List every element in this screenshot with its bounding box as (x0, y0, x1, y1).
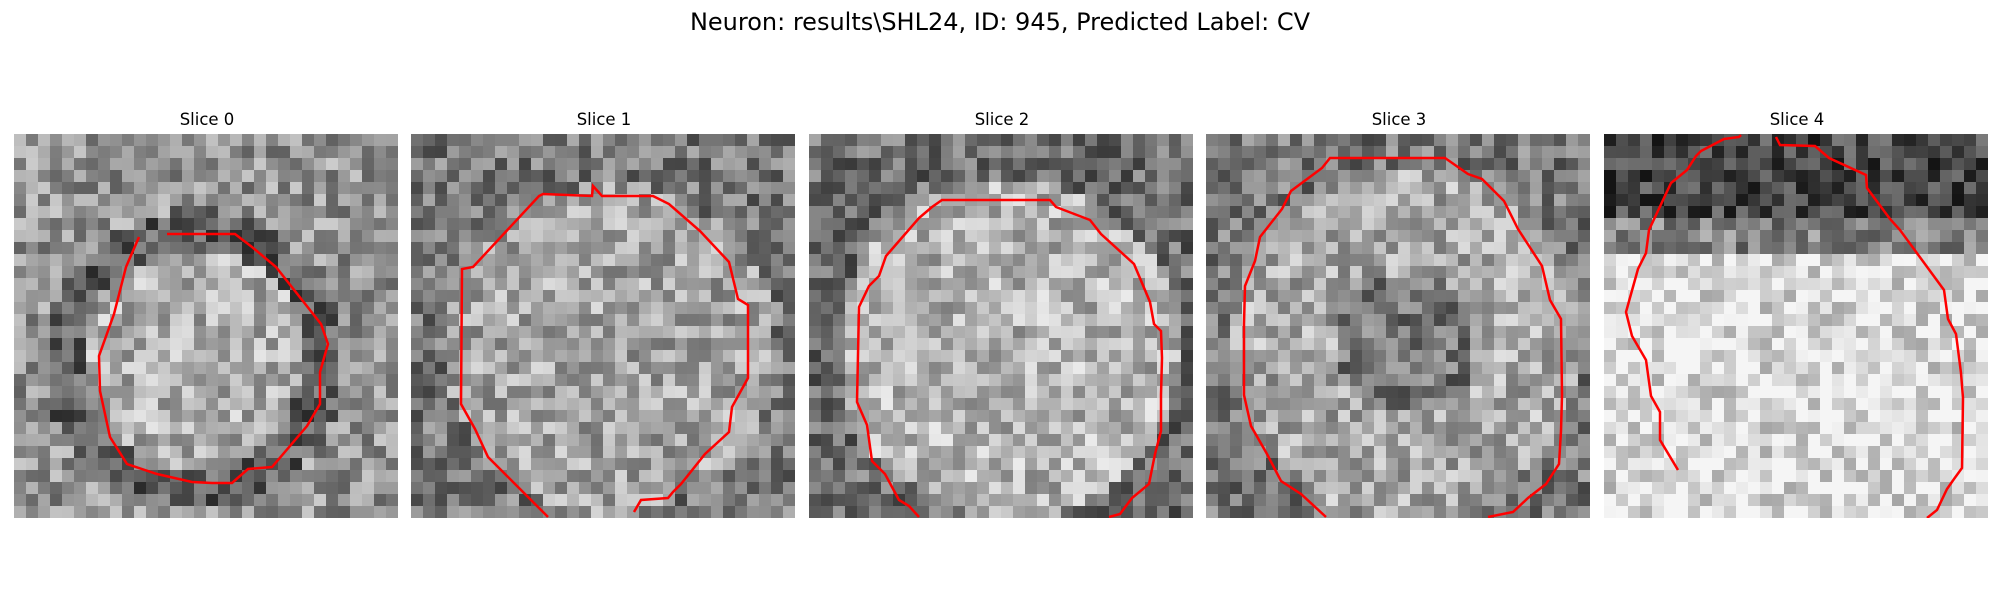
pixel-tiles (1206, 134, 1590, 518)
slice-image (809, 134, 1193, 518)
pixel-tiles (411, 134, 795, 518)
red-contour (459, 183, 750, 518)
red-contour (855, 198, 1164, 518)
pixel-tiles (809, 134, 1193, 518)
slice-title: Slice 2 (974, 110, 1030, 129)
red-contour (1624, 134, 1742, 471)
slice-panel-1: Slice 1 (411, 108, 797, 518)
red-contour (97, 232, 330, 485)
slice-title: Slice 3 (1371, 110, 1427, 129)
slice-panel-0: Slice 0 (14, 108, 400, 518)
pixel-tiles (14, 134, 398, 518)
figure-title: Neuron: results\SHL24, ID: 945, Predicte… (689, 8, 1311, 36)
slice-image (1604, 134, 1988, 518)
red-contour (1242, 156, 1564, 518)
slice-image (1206, 134, 1590, 518)
slice-image (14, 134, 398, 518)
slice-image (411, 134, 795, 518)
red-contour (1774, 136, 1965, 518)
slice-panel-3: Slice 3 (1206, 108, 1592, 518)
pixel-tiles (1604, 134, 1988, 518)
slice-title: Slice 0 (179, 110, 235, 129)
slice-panel-2: Slice 2 (809, 108, 1195, 518)
slice-panel-4: Slice 4 (1604, 108, 1990, 518)
slice-title: Slice 4 (1769, 110, 1825, 129)
slice-title: Slice 1 (576, 110, 632, 129)
